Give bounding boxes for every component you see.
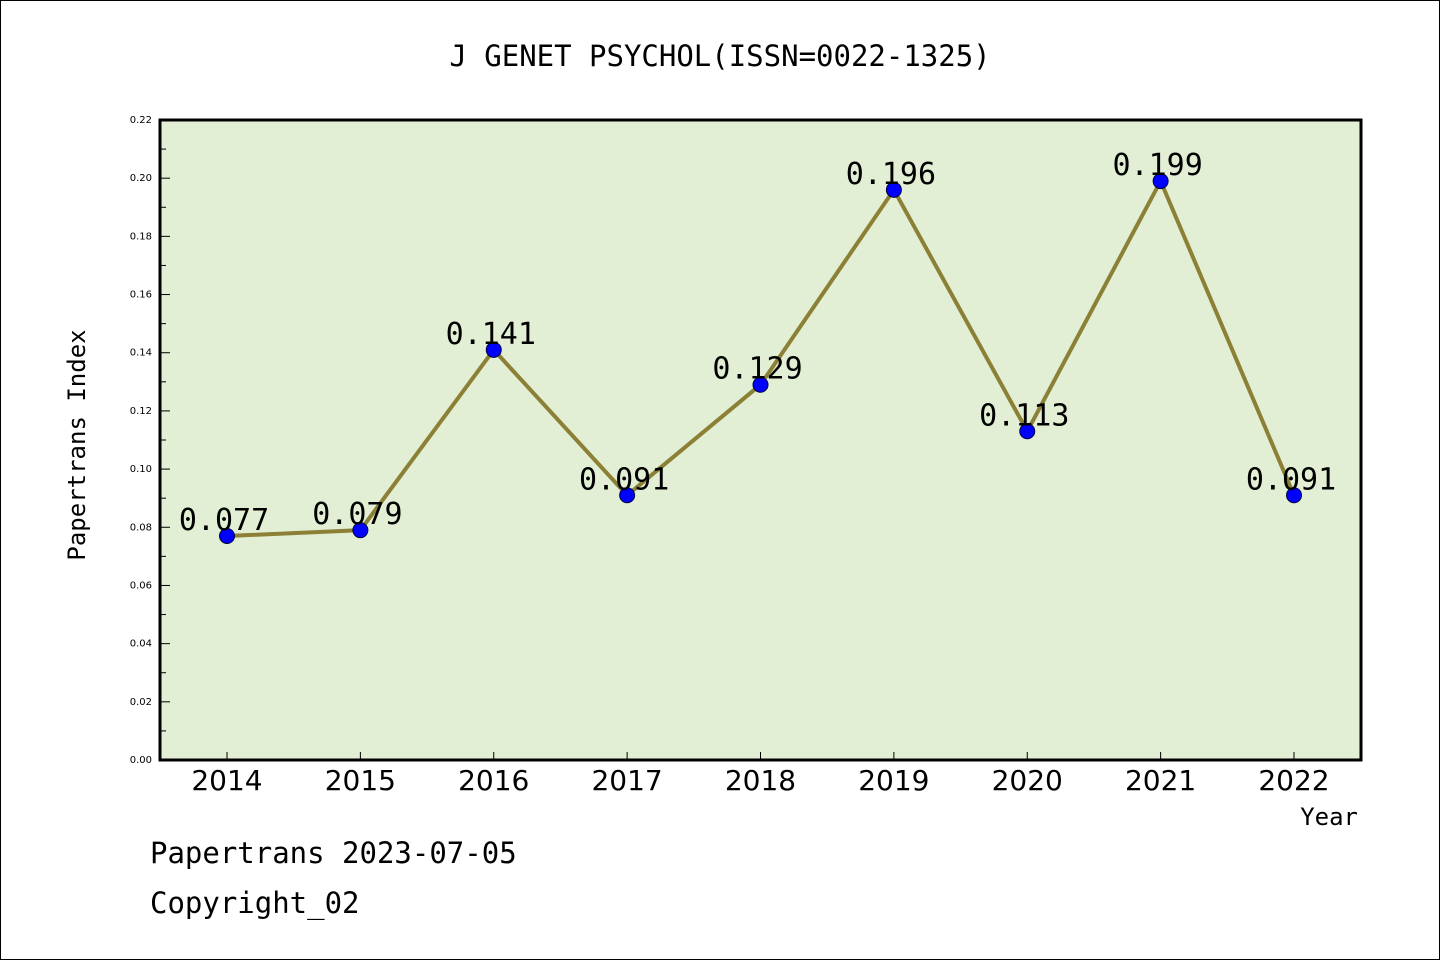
chart-title: J GENET PSYCHOL(ISSN=0022-1325) (449, 39, 990, 73)
data-labels: 0.077 0.079 0.141 0.091 0.129 0.196 0.113 0.199… (179, 148, 1336, 538)
data-point (352, 522, 369, 539)
y-tick-label: 0.12 (130, 406, 152, 417)
data-point (219, 528, 235, 544)
y-tick-label: 0.18 (130, 231, 152, 242)
y-tick-label: 0.22 (130, 115, 152, 126)
y-tick-label: 0.10 (130, 464, 152, 475)
data-label: 0.113 (979, 398, 1069, 433)
data-point (1286, 487, 1302, 504)
data-point (485, 341, 502, 358)
x-tick-label: 2022 (1258, 764, 1329, 797)
y-tick-label: 0.08 (130, 522, 152, 533)
footer-date-text: Papertrans 2023-07-05 (150, 836, 517, 870)
x-tick-label: 2015 (325, 764, 396, 797)
data-label: 0.129 (712, 352, 802, 387)
footer-copyright-text: Copyright_02 (150, 886, 360, 920)
data-label: 0.079 (312, 497, 402, 532)
x-tick-label: 2019 (858, 764, 929, 797)
series-markers (219, 173, 1302, 544)
data-point (1152, 173, 1169, 190)
data-label: 0.091 (579, 462, 669, 497)
y-axis-label: Papertrans Index (63, 329, 91, 560)
y-tick-label: 0.16 (130, 290, 152, 301)
y-axis-ticks: 0.00 0.02 0.04 0.06 0.08 0.10 0.12 0.14 0.16 0.18… (130, 115, 170, 766)
y-tick-label: 0.04 (130, 639, 152, 650)
x-tick-label: 2020 (992, 764, 1063, 797)
y-tick-label: 0.00 (130, 755, 152, 766)
x-tick-label: 2021 (1125, 764, 1196, 797)
y-tick-label: 0.20 (130, 173, 152, 184)
x-tick-label: 2017 (591, 764, 662, 797)
data-point (619, 487, 636, 504)
x-tick-label: 2016 (458, 764, 529, 797)
data-point (885, 181, 902, 198)
x-axis-label: Year (1300, 803, 1358, 831)
data-point (1019, 423, 1036, 440)
y-tick-label: 0.02 (130, 697, 152, 708)
plot-area (158, 118, 1363, 762)
data-label: 0.091 (1246, 462, 1336, 497)
data-label: 0.077 (179, 503, 269, 538)
data-label: 0.141 (446, 317, 536, 352)
x-tick-label: 2014 (191, 764, 262, 797)
data-point (752, 376, 769, 393)
x-tick-label: 2018 (725, 764, 796, 797)
data-label: 0.196 (846, 157, 936, 192)
y-tick-label: 0.14 (130, 348, 152, 359)
x-axis-ticks: 2014 2015 2016 2017 2018 2019 2020 2021 2022 (191, 752, 1330, 797)
data-label: 0.199 (1112, 148, 1202, 183)
y-tick-label: 0.06 (130, 580, 152, 591)
